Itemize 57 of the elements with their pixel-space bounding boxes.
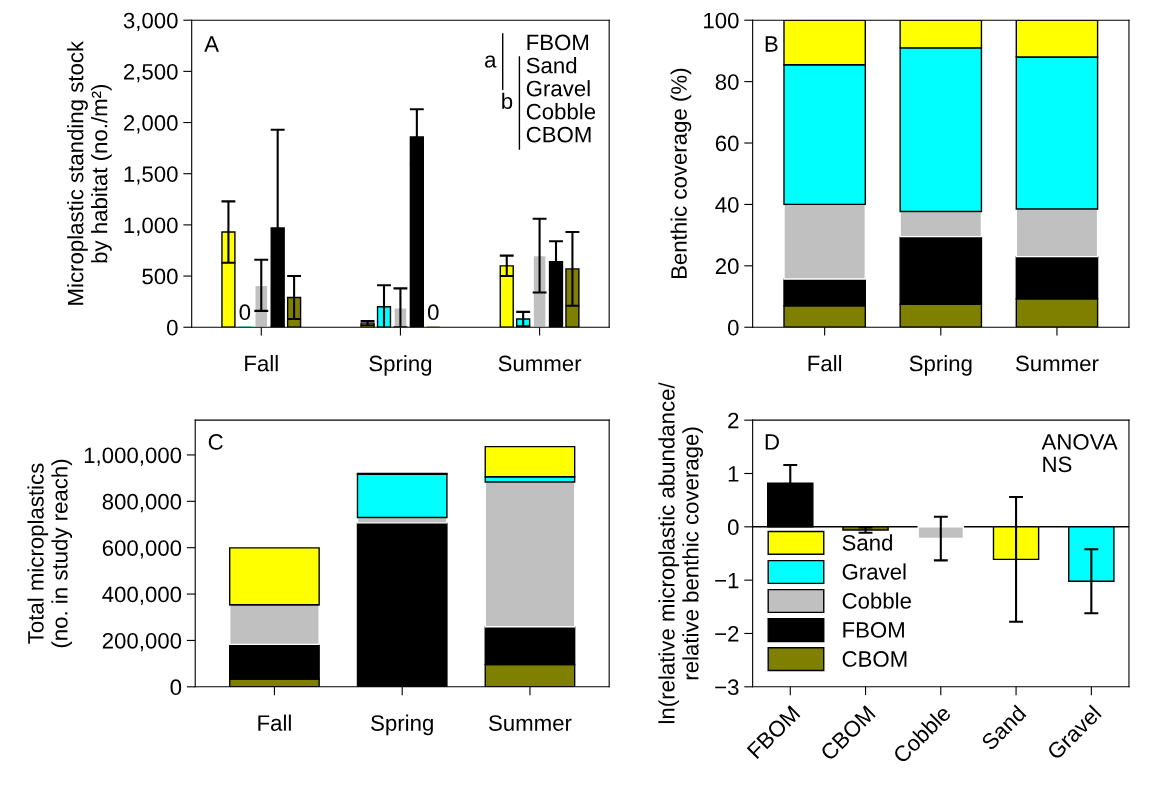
y-tick-label: 2: [728, 412, 739, 429]
y-tick-label: 0: [167, 319, 178, 336]
y-axis-title: ln(relative microplastic abundance/ relative benthic coverage): [658, 382, 703, 724]
y-tick-label: −1: [715, 572, 739, 589]
y-tick-label: −2: [715, 626, 739, 642]
y-tick-label: 1,500: [124, 166, 178, 185]
annotation: D: [765, 434, 779, 450]
x-tick-label: Fall: [258, 714, 291, 731]
y-tick-label: 0: [727, 319, 739, 336]
y-axis-title: Benthic coverage (%): [670, 68, 692, 279]
y-tick-label: 3,000: [123, 12, 178, 32]
data-label: 0: [239, 304, 251, 321]
y-tick-label: 1,000: [124, 217, 178, 236]
legend-label: Gravel: [842, 563, 906, 580]
y-tick-label: 500: [142, 268, 178, 285]
y-tick-label: 40: [715, 196, 739, 213]
annotation: C: [208, 434, 223, 450]
y-tick-label: 20: [715, 258, 739, 275]
annotation: FBOM: [527, 34, 589, 51]
y-axis-title: Total microplastics (no. in study reach): [27, 459, 73, 648]
legend-label: Cobble: [842, 592, 911, 609]
x-tick-label: Spring: [371, 714, 433, 736]
y-tick-label: 0: [170, 679, 182, 696]
legend-label: Sand: [842, 534, 892, 551]
x-tick-label: Summer: [488, 715, 572, 731]
y-tick-label: 2,000: [124, 115, 178, 134]
annotation: Cobble: [526, 103, 596, 120]
y-tick-label: 80: [715, 74, 739, 90]
legend-label: FBOM: [843, 622, 904, 638]
x-tick-label: Fall: [808, 355, 842, 372]
x-tick-label: Spring: [369, 355, 432, 376]
x-tick-label: Summer: [498, 355, 582, 372]
data-label: 0: [427, 304, 439, 321]
y-tick-label: 600,000: [102, 540, 182, 559]
y-tick-label: 400,000: [102, 586, 182, 605]
y-tick-label: −3: [715, 679, 739, 696]
annotation: b: [502, 92, 513, 110]
annotation: CBOM: [526, 126, 591, 143]
y-tick-label: 1,000,000: [84, 447, 182, 466]
annotation: ANOVA NS: [1041, 434, 1118, 473]
x-tick-label: Fall: [245, 355, 278, 372]
y-tick-label: 800,000: [102, 493, 182, 513]
y-tick-label: 200,000: [102, 632, 182, 652]
annotation: B: [765, 36, 778, 52]
x-tick-label: Spring: [909, 355, 972, 376]
x-tick-label: Summer: [1015, 355, 1099, 372]
annotation: Sand: [526, 57, 577, 74]
annotation: Gravel: [526, 80, 590, 97]
y-tick-label: 100: [704, 12, 739, 29]
y-tick-label: 60: [715, 135, 739, 152]
y-tick-label: 0: [727, 519, 739, 536]
legend-label: CBOM: [842, 651, 907, 667]
annotation: A: [204, 36, 219, 52]
annotation: a: [485, 55, 497, 68]
y-tick-label: 2,500: [124, 63, 178, 83]
y-tick-label: 1: [728, 466, 739, 482]
y-axis-title: Microplastic standing stock by habitat (no./m²): [67, 40, 112, 305]
